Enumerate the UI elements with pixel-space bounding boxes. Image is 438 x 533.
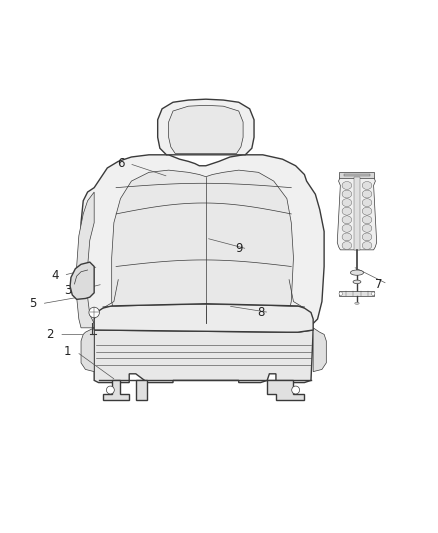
Polygon shape [94,304,313,332]
Ellipse shape [342,216,352,224]
Text: 6: 6 [117,157,124,170]
Ellipse shape [355,302,359,304]
Polygon shape [81,155,324,330]
Text: 5: 5 [29,297,36,310]
Circle shape [292,386,300,394]
Polygon shape [103,381,129,400]
Text: 1: 1 [64,345,72,358]
Bar [136,381,147,400]
Ellipse shape [362,216,372,224]
Ellipse shape [342,207,352,215]
Circle shape [106,386,114,394]
Ellipse shape [362,233,372,241]
Ellipse shape [362,182,372,189]
Ellipse shape [342,224,352,232]
Polygon shape [313,328,326,372]
Polygon shape [112,170,293,326]
Circle shape [89,307,99,318]
Polygon shape [158,99,254,155]
Bar [339,172,374,177]
Ellipse shape [350,270,364,275]
Polygon shape [81,328,94,372]
Text: 7: 7 [375,278,383,290]
Polygon shape [94,330,313,383]
Ellipse shape [362,190,372,198]
Polygon shape [169,106,243,154]
Circle shape [371,292,375,295]
Circle shape [339,292,343,295]
Text: 9: 9 [235,243,243,255]
Ellipse shape [342,233,352,241]
Text: 8: 8 [257,306,264,319]
Ellipse shape [353,280,361,284]
Polygon shape [70,262,94,300]
Polygon shape [267,381,304,400]
Polygon shape [339,290,374,296]
Ellipse shape [362,199,372,207]
Bar [354,177,360,250]
Text: 4: 4 [51,269,59,282]
Ellipse shape [342,199,352,207]
Ellipse shape [342,241,352,249]
Bar [344,174,370,176]
Polygon shape [77,192,94,328]
Ellipse shape [342,182,352,189]
Polygon shape [337,177,377,250]
Ellipse shape [362,241,372,249]
Ellipse shape [342,190,352,198]
Ellipse shape [362,224,372,232]
Ellipse shape [362,207,372,215]
Text: 3: 3 [64,284,71,297]
Text: 2: 2 [46,328,54,341]
